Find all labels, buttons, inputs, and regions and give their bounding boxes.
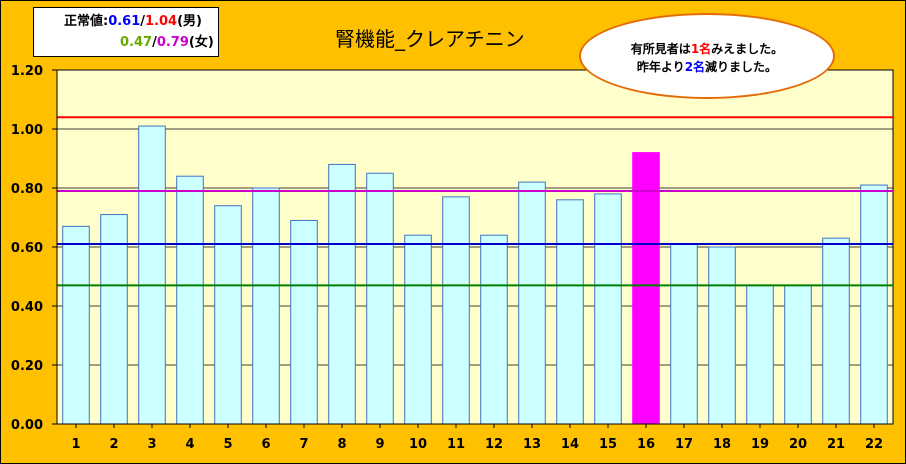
x-tick-label: 15 xyxy=(599,437,617,452)
x-tick-label: 22 xyxy=(865,437,883,452)
female-low-value: 0.47 xyxy=(120,35,153,50)
x-tick-label: 7 xyxy=(299,437,308,452)
y-tick-label: 0.80 xyxy=(11,182,43,197)
bar-10 xyxy=(404,234,432,425)
y-tick-label: 0.20 xyxy=(11,359,43,374)
x-tick-label: 13 xyxy=(523,437,541,452)
y-tick-label: 1.00 xyxy=(11,123,43,138)
bar-22 xyxy=(860,184,888,425)
x-tick-label: 9 xyxy=(375,437,384,452)
bar-1 xyxy=(62,225,90,425)
female-tag: (女) xyxy=(188,35,214,50)
bar-2 xyxy=(100,214,128,425)
y-tick-label: 1.20 xyxy=(11,64,43,79)
separator: / xyxy=(140,14,146,29)
note-text: 減りました。 xyxy=(705,60,778,74)
range-label: 正常値: xyxy=(64,14,109,29)
male-high-value: 1.04 xyxy=(145,14,178,29)
bar-15 xyxy=(594,193,622,425)
male-tag: (男) xyxy=(177,14,202,29)
bar-21 xyxy=(822,237,850,425)
bar-12 xyxy=(480,234,508,425)
male-low-value: 0.61 xyxy=(108,14,141,29)
note-line-2: 昨年より2名減りました。 xyxy=(581,58,833,75)
bar-19 xyxy=(746,284,774,425)
findings-note-callout: 有所見者は1名みえました。 昨年より2名減りました。 xyxy=(579,13,835,99)
bar-16 xyxy=(632,152,660,425)
x-tick-label: 21 xyxy=(827,437,845,452)
bar-17 xyxy=(670,243,698,425)
note-count-diff: 2名 xyxy=(684,60,706,74)
female-high-value: 0.79 xyxy=(156,35,189,50)
x-tick-label: 12 xyxy=(485,437,503,452)
bar-14 xyxy=(556,199,584,425)
x-tick-label: 16 xyxy=(637,437,655,452)
note-count-current: 1名 xyxy=(690,42,712,56)
bar-9 xyxy=(366,172,394,425)
x-tick-label: 3 xyxy=(147,437,156,452)
bar-13 xyxy=(518,181,546,425)
x-tick-label: 5 xyxy=(223,437,232,452)
bar-8 xyxy=(328,163,356,425)
note-line-1: 有所見者は1名みえました。 xyxy=(581,40,833,57)
x-tick-label: 17 xyxy=(675,437,693,452)
bar-4 xyxy=(176,175,204,425)
note-text: みえました。 xyxy=(711,42,784,56)
chart-title: 腎機能_クレアチニン xyxy=(335,27,525,51)
x-tick-label: 18 xyxy=(713,437,731,452)
x-tick-label: 8 xyxy=(337,437,346,452)
bar-20 xyxy=(784,284,812,425)
female-range-row: 0.47/0.79(女) xyxy=(120,33,214,53)
reference-range-box: 正常値:0.61/1.04(男) 0.47/0.79(女) xyxy=(33,7,219,57)
x-tick-label: 4 xyxy=(185,437,194,452)
bar-3 xyxy=(138,125,166,425)
bar-18 xyxy=(708,246,736,425)
note-text: 昨年より xyxy=(636,60,685,74)
separator: / xyxy=(152,35,157,50)
y-tick-label: 0.40 xyxy=(11,300,43,315)
x-tick-label: 6 xyxy=(261,437,270,452)
x-tick-label: 10 xyxy=(409,437,427,452)
y-tick-label: 0.60 xyxy=(11,241,43,256)
note-text: 有所見者は xyxy=(630,42,691,56)
male-range-row: 正常値:0.61/1.04(男) xyxy=(64,12,202,32)
bar-5 xyxy=(214,205,242,425)
x-tick-label: 2 xyxy=(109,437,118,452)
bar-11 xyxy=(442,196,470,425)
x-tick-label: 14 xyxy=(561,437,579,452)
y-tick-label: 0.00 xyxy=(11,418,43,433)
x-tick-label: 19 xyxy=(751,437,769,452)
x-tick-label: 11 xyxy=(447,437,465,452)
bar-6 xyxy=(252,187,280,425)
bar-7 xyxy=(290,219,318,425)
x-tick-label: 1 xyxy=(71,437,80,452)
x-tick-label: 20 xyxy=(789,437,807,452)
